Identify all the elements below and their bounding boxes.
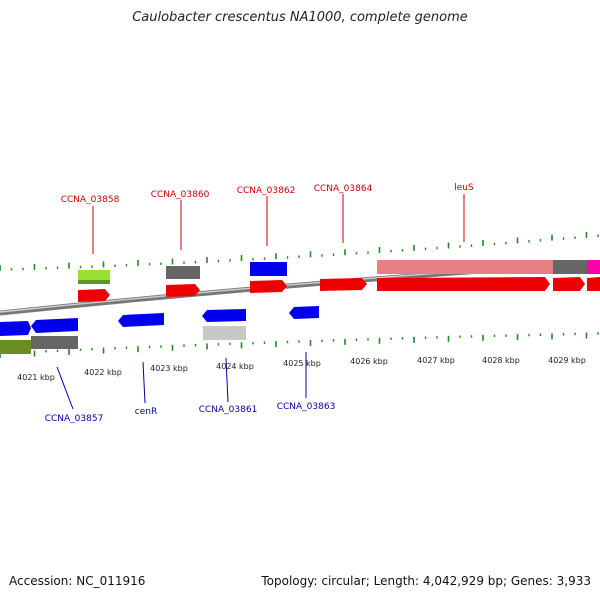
label-ccna-03862[interactable]: CCNA_03862: [237, 186, 296, 196]
cds-forward-03860[interactable]: [166, 284, 200, 297]
label-ccna-03861[interactable]: CCNA_03861: [199, 405, 258, 415]
cds-forward-next[interactable]: [553, 277, 585, 291]
cds-forward-03864[interactable]: [320, 278, 367, 291]
cds-reverse-a[interactable]: [0, 321, 31, 336]
cds-forward-leuS[interactable]: [377, 277, 550, 291]
leader-cenR: [142, 361, 146, 404]
cds-forward-edge[interactable]: [587, 277, 600, 291]
label-ccna-03858[interactable]: CCNA_03858: [61, 195, 120, 205]
kbp-label-4025: 4025 kbp: [283, 359, 321, 368]
cds-reverse-03861[interactable]: [202, 309, 246, 322]
feature-gene-blue[interactable]: [250, 262, 287, 276]
outer-tick-ring: [0, 231, 599, 271]
cds-reverse-cenR[interactable]: [118, 313, 164, 327]
cds-forward-03862[interactable]: [250, 280, 287, 293]
kbp-label-4026: 4026 kbp: [350, 357, 388, 366]
kbp-label-4029: 4029 kbp: [548, 356, 586, 365]
kbp-label-4027: 4027 kbp: [417, 356, 455, 365]
kbp-label-4021: 4021 kbp: [17, 373, 55, 382]
label-ccna-03857[interactable]: CCNA_03857: [45, 414, 104, 424]
feature-gene-gray[interactable]: [166, 266, 200, 279]
cds-forward-03858[interactable]: [78, 289, 110, 302]
kbp-label-4024: 4024 kbp: [216, 362, 254, 371]
label-ccna-03860[interactable]: CCNA_03860: [151, 190, 210, 200]
feature-gene-leuS-light[interactable]: [377, 260, 553, 274]
kbp-label-4022: 4022 kbp: [84, 368, 122, 377]
kbp-label-4023: 4023 kbp: [150, 364, 188, 373]
map-title: Caulobacter crescentus NA1000, complete …: [132, 10, 468, 25]
genome-summary-text: Topology: circular; Length: 4,042,929 bp…: [261, 574, 591, 588]
label-cenR[interactable]: cenR: [135, 407, 157, 417]
leader-03857: [56, 366, 74, 410]
kbp-label-4028: 4028 kbp: [482, 356, 520, 365]
leader-03861: [225, 357, 229, 403]
label-ccna-03864[interactable]: CCNA_03864: [314, 184, 373, 194]
feature-gene-olive[interactable]: [0, 340, 31, 354]
feature-gene-gray-lower[interactable]: [31, 336, 78, 349]
label-ccna-03863[interactable]: CCNA_03863: [277, 402, 336, 412]
feature-gene-lime-shade: [78, 280, 110, 284]
accession-text: Accession: NC_011916: [9, 574, 146, 588]
feature-gene-magenta[interactable]: [587, 260, 600, 274]
cds-reverse-03863[interactable]: [289, 306, 319, 319]
label-leuS[interactable]: leuS: [454, 183, 474, 193]
feature-gene-gray-right[interactable]: [553, 260, 587, 274]
cds-reverse-b[interactable]: [31, 318, 78, 333]
inner-tick-ring: [0, 332, 599, 358]
feature-gene-lightgray[interactable]: [203, 326, 246, 340]
